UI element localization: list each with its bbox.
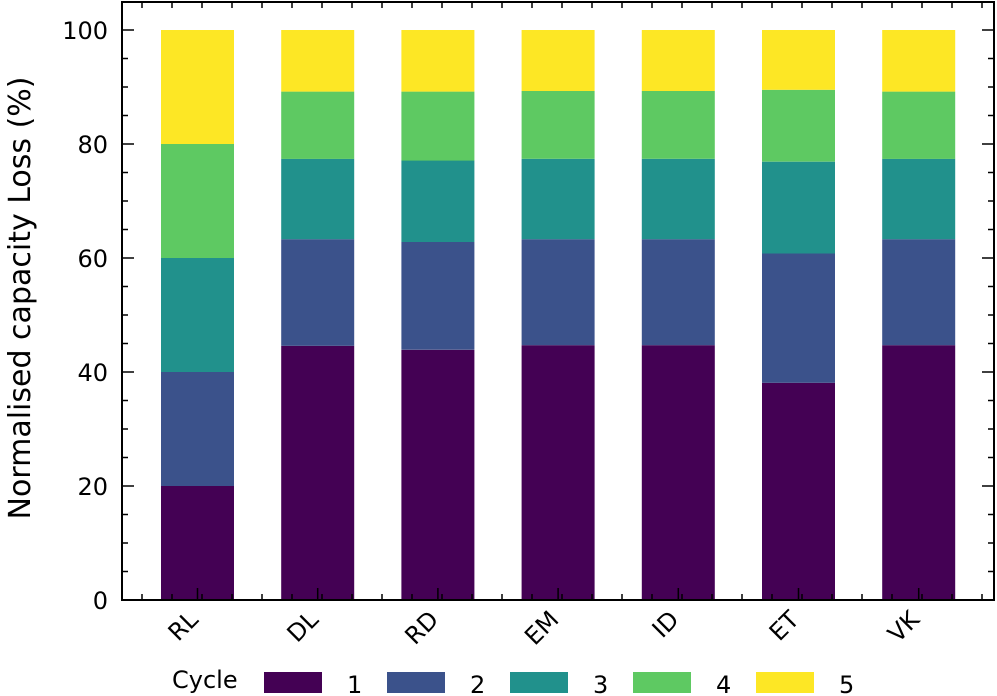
legend-swatch-cycle-2 [387,672,445,693]
bars-group [161,30,956,600]
bar-rd-cycle-1 [401,349,475,600]
bar-id-cycle-3 [641,158,715,240]
legend-swatch-cycle-3 [510,672,568,693]
bar-id-cycle-5 [641,30,715,91]
bar-em-cycle-3 [521,158,595,240]
bar-em-cycle-4 [521,91,595,159]
bar-vk-cycle-1 [882,345,956,600]
bar-et-cycle-4 [762,89,835,162]
bar-et-cycle-2 [762,253,835,383]
bar-em-cycle-5 [521,30,595,91]
bar-rd-cycle-4 [401,91,475,161]
bar-rl-cycle-4 [161,144,234,258]
bar-rd-cycle-5 [401,30,475,92]
bar-et-cycle-5 [762,30,835,90]
bar-id-cycle-4 [641,91,715,159]
x-tick-label-id: ID [647,605,685,643]
bar-et-cycle-1 [762,382,835,600]
bar-dl-cycle-4 [281,91,355,159]
y-tick-label: 20 [77,473,108,501]
legend-title: Cycle [172,666,238,694]
bar-id-cycle-1 [641,345,715,600]
legend-label-cycle-4: 4 [716,671,731,696]
bar-em-cycle-2 [521,239,595,346]
bar-vk-cycle-3 [882,158,956,240]
bar-rl-cycle-1 [161,486,234,600]
bar-em-cycle-1 [521,345,595,600]
bar-vk-cycle-5 [882,30,956,92]
y-tick-label: 80 [77,131,108,159]
legend-swatch-cycle-4 [633,672,691,693]
bar-id-cycle-2 [641,239,715,346]
bar-rl-cycle-3 [161,258,234,372]
x-tick-label-rl: RL [163,605,204,646]
legend-swatch-cycle-1 [264,672,322,693]
bar-rl-cycle-5 [161,30,234,144]
bar-et-cycle-3 [762,161,835,254]
x-tick-label-et: ET [764,605,805,646]
bar-dl-cycle-1 [281,345,355,600]
bar-rd-cycle-2 [401,242,475,350]
x-tick-label-em: EM [519,605,564,650]
x-tick-label-dl: DL [282,605,325,648]
y-tick-label: 100 [62,17,108,45]
legend-label-cycle-2: 2 [470,671,485,696]
y-axis-label: Normalised capacity Loss (%) [3,77,38,520]
legend-label-cycle-5: 5 [839,671,854,696]
legend-swatch-cycle-5 [756,672,814,693]
y-tick-label: 40 [77,359,108,387]
bar-dl-cycle-5 [281,30,355,92]
y-tick-label: 0 [93,587,108,615]
legend-label-cycle-3: 3 [593,671,608,696]
bar-vk-cycle-2 [882,239,956,346]
y-tick-label: 60 [77,245,108,273]
bar-dl-cycle-2 [281,239,355,346]
bar-dl-cycle-3 [281,158,355,240]
legend-label-cycle-1: 1 [347,671,362,696]
x-tick-label-vk: VK [882,605,925,648]
legend: Cycle 1 2 3 4 5 [172,666,854,696]
bar-vk-cycle-4 [882,91,956,159]
bar-rl-cycle-2 [161,372,234,486]
bar-rd-cycle-3 [401,160,475,242]
x-tick-label-rd: RD [399,605,444,650]
